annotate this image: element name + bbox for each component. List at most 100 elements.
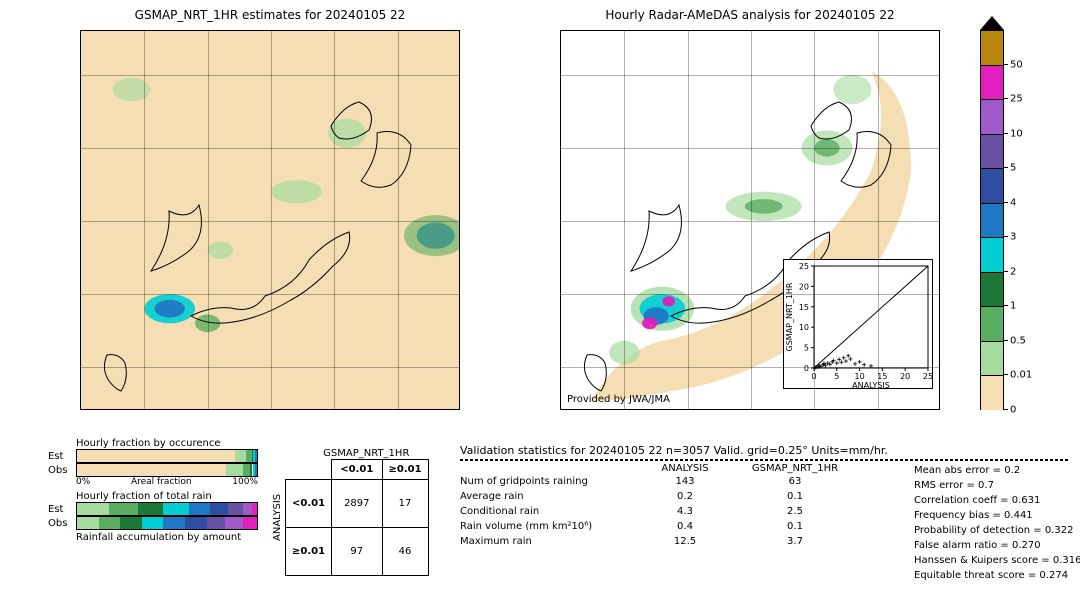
xaxis-2: 100% — [232, 477, 258, 487]
colorbar-tick: 50 — [1004, 59, 1023, 70]
stat-line: Frequency bias = 0.441 — [914, 508, 1080, 523]
colorbar-tick: 0 — [1004, 405, 1016, 416]
val-a: 4.3 — [640, 504, 730, 519]
lon-tick: 135°E — [256, 409, 286, 410]
ct-rh1: ≥0.01 — [286, 528, 332, 576]
right-map-panel: Hourly Radar-AMeDAS analysis for 2024010… — [540, 8, 960, 22]
colorbar: 00.010.512345102550 — [980, 30, 1004, 410]
svg-text:5: 5 — [804, 344, 809, 353]
ct-coltitle: GSMAP_NRT_1HR — [304, 448, 429, 459]
lon-tick: 140°E — [799, 409, 829, 410]
val-b: 0.1 — [730, 519, 860, 534]
left-map-panel: GSMAP_NRT_1HR estimates for 20240105 22 — [60, 8, 480, 22]
val-label: Average rain — [460, 489, 640, 504]
lon-tick: 125°E — [609, 409, 639, 410]
left-map-title: GSMAP_NRT_1HR estimates for 20240105 22 — [60, 8, 480, 22]
lat-tick: 40°N — [80, 142, 81, 153]
lon-tick: 130°E — [672, 409, 702, 410]
rain-obs-bar — [76, 516, 258, 530]
ct-rh0: <0.01 — [286, 480, 332, 528]
lat-tick: 35°N — [80, 216, 81, 227]
svg-text:25: 25 — [799, 262, 809, 271]
lon-tick: 135°E — [736, 409, 766, 410]
rain-footer: Rainfall accumulation by amount — [76, 532, 258, 543]
val-a: 12.5 — [640, 534, 730, 549]
contingency-table: GSMAP_NRT_1HR ANALYSIS <0.01 ≥0.01 <0.01… — [270, 448, 429, 576]
lat-tick: 45°N — [80, 69, 81, 80]
ct-c00: 2897 — [332, 480, 382, 528]
right-map: Provided by JWA/JMA 00551010151520202525… — [560, 30, 940, 410]
v-h0: ANALYSIS — [640, 463, 730, 474]
svg-text:15: 15 — [877, 372, 887, 381]
colorbar-tick: 0.5 — [1004, 335, 1026, 346]
svg-text:25: 25 — [923, 372, 933, 381]
stat-line: RMS error = 0.7 — [914, 478, 1080, 493]
validation-title: Validation statistics for 20240105 22 n=… — [460, 444, 1068, 457]
lat-tick: 30°N — [560, 289, 561, 300]
val-label: Rain volume (mm km²10⁶) — [460, 519, 640, 534]
right-map-title: Hourly Radar-AMeDAS analysis for 2024010… — [540, 8, 960, 22]
lat-tick: 25°N — [560, 362, 561, 373]
stat-line: Mean abs error = 0.2 — [914, 463, 1080, 478]
occ-title: Hourly fraction by occurence — [76, 438, 258, 449]
colorbar-tick: 2 — [1004, 266, 1016, 277]
row-label-est: Est — [48, 451, 72, 462]
ct-c01: 17 — [382, 480, 428, 528]
row-label-obs: Obs — [48, 465, 72, 476]
ct-ch0: <0.01 — [332, 460, 382, 480]
stat-line: Probability of detection = 0.322 — [914, 523, 1080, 538]
ct-c11: 46 — [382, 528, 428, 576]
xaxis-1: Areal fraction — [131, 477, 192, 487]
svg-text:5: 5 — [834, 372, 839, 381]
val-a: 143 — [640, 474, 730, 489]
hourly-fractions: Hourly fraction by occurence Est Obs 0% … — [48, 438, 258, 543]
stat-line: Equitable threat score = 0.274 — [914, 568, 1080, 583]
left-map: 125°E 130°E 135°E 140°E 145°E 25°N 30°N 35°N 40°… — [80, 30, 460, 410]
svg-text:10: 10 — [799, 323, 809, 332]
svg-text:15: 15 — [799, 303, 809, 312]
lon-tick: 145°E — [862, 409, 892, 410]
val-a: 0.2 — [640, 489, 730, 504]
val-label: Maximum rain — [460, 534, 640, 549]
colorbar-tick: 10 — [1004, 128, 1023, 139]
svg-text:10: 10 — [855, 372, 865, 381]
svg-text:ANALYSIS: ANALYSIS — [852, 381, 890, 390]
xaxis-0: 0% — [76, 477, 90, 487]
lon-tick: 145°E — [382, 409, 412, 410]
lon-tick: 130°E — [192, 409, 222, 410]
lon-tick: 125°E — [129, 409, 159, 410]
svg-text:20: 20 — [799, 282, 809, 291]
stat-line: Hanssen & Kuipers score = 0.316 — [914, 553, 1080, 568]
lat-tick: 45°N — [560, 69, 561, 80]
lat-tick: 30°N — [80, 289, 81, 300]
val-b: 0.1 — [730, 489, 860, 504]
colorbar-tick: 0.01 — [1004, 370, 1032, 381]
provided-by: Provided by JWA/JMA — [567, 394, 670, 405]
occ-est-bar — [76, 449, 258, 463]
svg-text:20: 20 — [900, 372, 910, 381]
stat-line: Correlation coeff = 0.631 — [914, 493, 1080, 508]
row-label-obs2: Obs — [48, 518, 72, 529]
stats-column: Mean abs error = 0.2RMS error = 0.7Corre… — [914, 463, 1080, 583]
colorbar-tick: 5 — [1004, 163, 1016, 174]
rain-est-bar — [76, 502, 258, 516]
ct-ch1: ≥0.01 — [382, 460, 428, 480]
val-label: Conditional rain — [460, 504, 640, 519]
val-label: Num of gridpoints raining — [460, 474, 640, 489]
lat-tick: 25°N — [80, 362, 81, 373]
svg-text:0: 0 — [804, 364, 809, 373]
occ-obs-bar — [76, 463, 258, 477]
svg-text:GSMAP_NRT_1HR: GSMAP_NRT_1HR — [785, 282, 794, 351]
rain-title: Hourly fraction of total rain — [76, 491, 258, 502]
lat-tick: 40°N — [560, 142, 561, 153]
lon-tick: 140°E — [319, 409, 349, 410]
lat-tick: 35°N — [560, 216, 561, 227]
ct-c10: 97 — [332, 528, 382, 576]
colorbar-tick: 3 — [1004, 232, 1016, 243]
validation-block: Validation statistics for 20240105 22 n=… — [460, 444, 1068, 583]
colorbar-tick: 1 — [1004, 301, 1016, 312]
val-a: 0.4 — [640, 519, 730, 534]
stat-line: False alarm ratio = 0.270 — [914, 538, 1080, 553]
val-b: 2.5 — [730, 504, 860, 519]
row-label-est2: Est — [48, 504, 72, 515]
